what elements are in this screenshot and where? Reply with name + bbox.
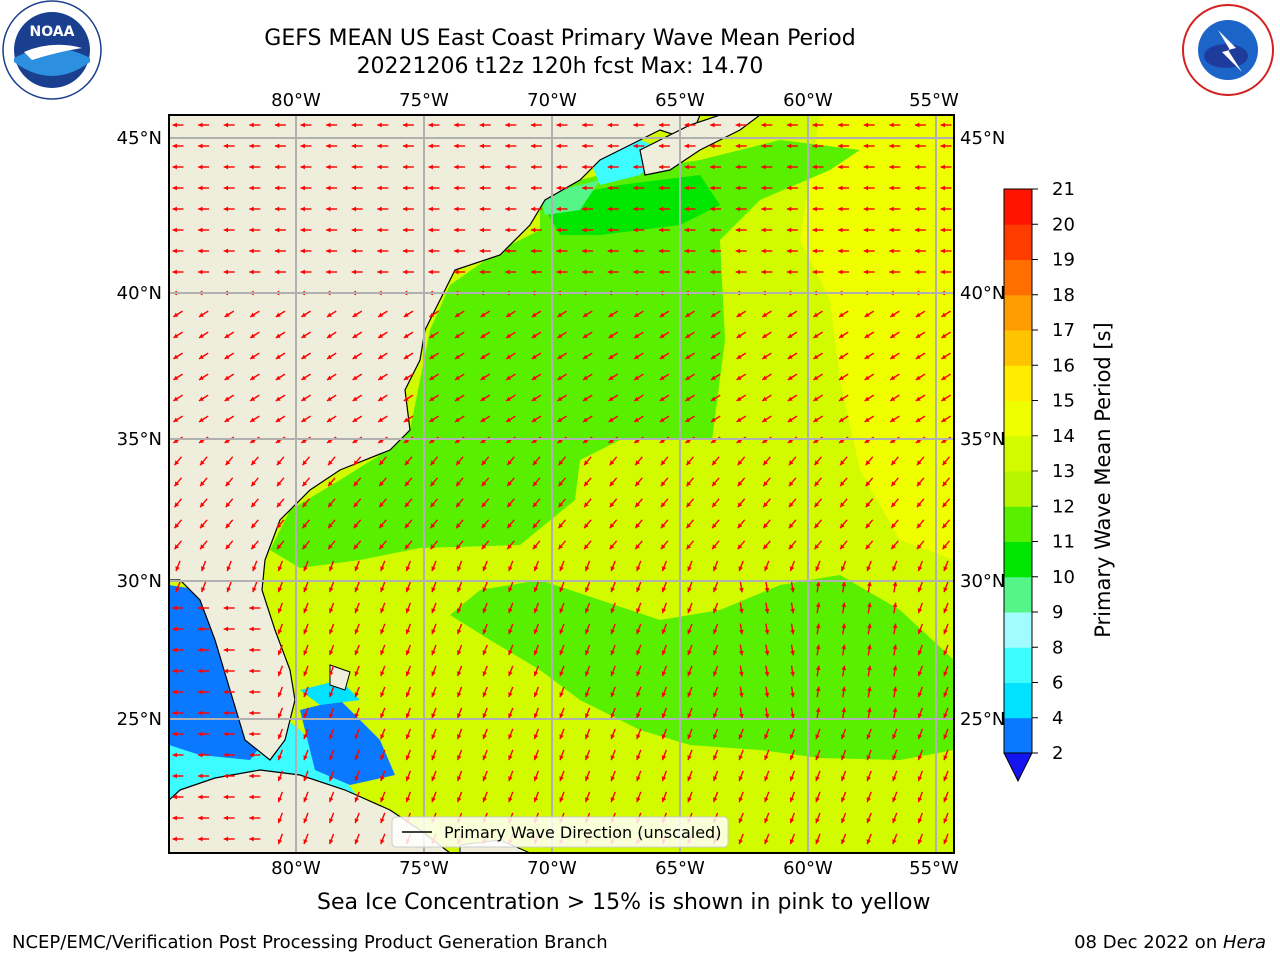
- colorbar-label: Primary Wave Mean Period [s]: [1091, 322, 1115, 638]
- colorbar-segment: [1004, 542, 1032, 578]
- lat-label-left: 40°N: [117, 283, 162, 304]
- colorbar-segment: [1004, 365, 1032, 401]
- lon-label-top: 70°W: [527, 90, 577, 111]
- lat-label-right: 35°N: [960, 429, 1005, 450]
- colorbar-tick-label: 13: [1052, 461, 1075, 482]
- colorbar-segment: [1004, 401, 1032, 437]
- lat-label-right: 40°N: [960, 283, 1005, 304]
- colorbar-segment: [1004, 295, 1032, 331]
- colorbar-tick-label: 19: [1052, 250, 1075, 271]
- map-legend: Primary Wave Direction (unscaled): [392, 817, 728, 847]
- colorbar-tick-label: 9: [1052, 602, 1063, 623]
- colorbar-tick-label: 21: [1052, 179, 1075, 200]
- colorbar-tick-label: 14: [1052, 426, 1075, 447]
- colorbar-segment: [1004, 471, 1032, 507]
- footer-credit: NCEP/EMC/Verification Post Processing Pr…: [12, 932, 608, 953]
- colorbar-segment: [1004, 683, 1032, 719]
- colorbar-tick-label: 17: [1052, 320, 1075, 341]
- colorbar-tick-label: 18: [1052, 285, 1075, 306]
- lon-label-bottom: 70°W: [527, 858, 577, 879]
- colorbar-segment: [1004, 506, 1032, 542]
- lon-label-top: 60°W: [783, 90, 833, 111]
- lon-label-top: 75°W: [399, 90, 449, 111]
- colorbar-tick-label: 2: [1052, 743, 1063, 764]
- footer-date: 08 Dec 2022 on Hera: [1074, 932, 1266, 953]
- colorbar-segment: [1004, 436, 1032, 472]
- lon-label-top: 65°W: [655, 90, 705, 111]
- lat-label-right: 30°N: [960, 571, 1005, 592]
- colorbar-tick-label: 10: [1052, 567, 1075, 588]
- colorbar-tick-label: 4: [1052, 708, 1063, 729]
- colorbar-segment: [1004, 647, 1032, 683]
- lon-label-bottom: 75°W: [399, 858, 449, 879]
- lat-label-right: 25°N: [960, 709, 1005, 730]
- lat-label-left: 35°N: [117, 429, 162, 450]
- map-legend-text: Primary Wave Direction (unscaled): [444, 823, 721, 842]
- footer-date-text: 08 Dec 2022 on: [1074, 932, 1223, 953]
- lat-label-right: 45°N: [960, 128, 1005, 149]
- colorbar-tick-label: 16: [1052, 355, 1075, 376]
- colorbar-tick-label: 11: [1052, 532, 1075, 553]
- colorbar-tick-label: 8: [1052, 637, 1063, 658]
- colorbar: 2 4 6 8 9 10 11 12 13 14 15 16 17 18 19 20 21: [1004, 179, 1075, 781]
- lat-label-left: 30°N: [117, 571, 162, 592]
- lat-label-left: 45°N: [117, 128, 162, 149]
- footer-machine: Hera: [1223, 932, 1266, 953]
- colorbar-segment: [1004, 330, 1032, 366]
- colorbar-segment: [1004, 718, 1032, 754]
- colorbar-tick-label: 20: [1052, 214, 1075, 235]
- lon-label-bottom: 80°W: [271, 858, 321, 879]
- colorbar-tick-label: 15: [1052, 391, 1075, 412]
- lon-label-bottom: 55°W: [909, 858, 959, 879]
- lon-label-bottom: 60°W: [783, 858, 833, 879]
- colorbar-segment: [1004, 189, 1032, 225]
- lat-label-left: 25°N: [117, 709, 162, 730]
- colorbar-underflow: [1004, 753, 1032, 781]
- lon-label-bottom: 65°W: [655, 858, 705, 879]
- colorbar-segment: [1004, 577, 1032, 613]
- colorbar-tick-label: 12: [1052, 496, 1075, 517]
- sea-ice-note: Sea Ice Concentration > 15% is shown in …: [160, 890, 1120, 915]
- colorbar-segment: [1004, 224, 1032, 260]
- colorbar-label-box: Primary Wave Mean Period [s]: [1083, 300, 1123, 660]
- colorbar-segment: [1004, 260, 1032, 296]
- colorbar-tick-label: 6: [1052, 673, 1063, 694]
- lon-label-top: 80°W: [271, 90, 321, 111]
- colorbar-segment: [1004, 612, 1032, 648]
- lon-label-top: 55°W: [909, 90, 959, 111]
